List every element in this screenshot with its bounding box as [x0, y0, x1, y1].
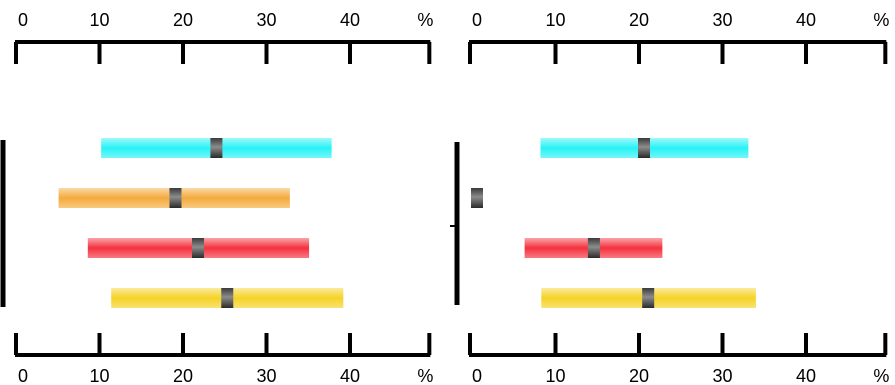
- top-axis-tick-label: 30: [712, 10, 732, 30]
- range-marker: [210, 138, 223, 158]
- range-marker: [638, 138, 651, 158]
- bottom-axis-tick-label: 30: [256, 366, 276, 385]
- bottom-axis-unit-label: %: [873, 366, 889, 385]
- bottom-axis-unit-label: %: [417, 366, 433, 385]
- bottom-axis-tick-label: 0: [18, 366, 28, 385]
- bottom-axis-tick-label: 40: [340, 366, 360, 385]
- left-panel: 0 10 20 30 40 % 0 10 20 30 40%: [0, 10, 433, 385]
- top-axis-unit-label: %: [417, 10, 433, 30]
- top-axis-unit-label: %: [873, 10, 889, 30]
- bottom-axis-tick-label: 0: [472, 366, 482, 385]
- top-axis-tick-label: 40: [796, 10, 816, 30]
- bottom-axis-tick-label: 30: [712, 366, 732, 385]
- top-axis-tick-label: 20: [173, 10, 193, 30]
- top-axis-tick-label: 0: [472, 10, 482, 30]
- range-marker: [169, 188, 182, 208]
- right-panel: 0 10 20 30 40 % 0 10 20 30 40%: [450, 10, 889, 385]
- range-marker: [642, 288, 655, 308]
- top-axis-tick-label: 40: [340, 10, 360, 30]
- bottom-axis-tick-label: 20: [629, 366, 649, 385]
- range-marker: [221, 288, 234, 308]
- range-marker: [471, 188, 484, 208]
- range-marker: [587, 238, 600, 258]
- bottom-axis-tick-label: 40: [796, 366, 816, 385]
- top-axis-tick-label: 20: [629, 10, 649, 30]
- top-axis-tick-label: 0: [18, 10, 28, 30]
- bottom-axis-tick-label: 10: [89, 366, 109, 385]
- top-axis-tick-label: 10: [89, 10, 109, 30]
- top-axis-tick-label: 10: [545, 10, 565, 30]
- bottom-axis-tick-label: 10: [545, 366, 565, 385]
- top-axis-tick-label: 30: [256, 10, 276, 30]
- range-marker: [192, 238, 205, 258]
- bottom-axis-tick-label: 20: [173, 366, 193, 385]
